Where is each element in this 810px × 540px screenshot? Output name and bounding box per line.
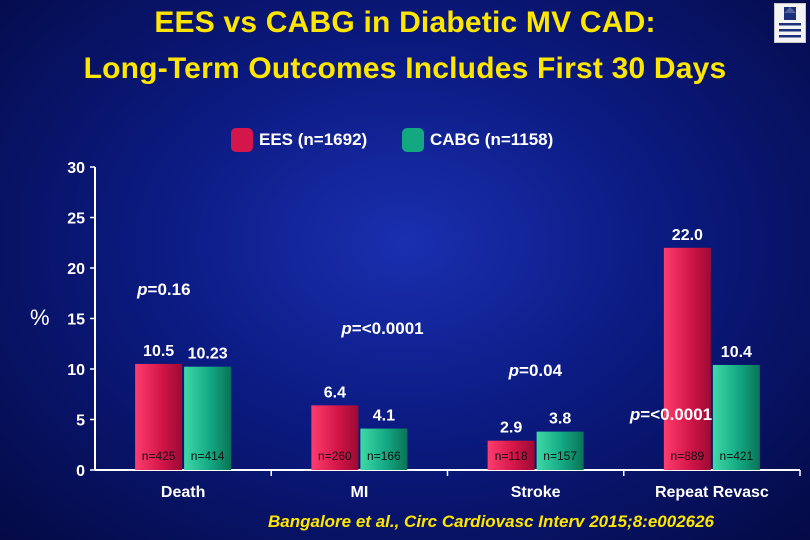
legend-label-ees: EES (n=1692)	[259, 130, 368, 149]
bar-cabg	[536, 431, 584, 470]
chart-title-line-1: EES vs CABG in Diabetic MV CAD:	[154, 6, 656, 39]
bar-ees	[135, 363, 183, 470]
bar-ees	[311, 405, 359, 470]
data-label-ees: 2.9	[500, 420, 522, 437]
x-tick-label: MI	[350, 484, 368, 501]
n-label-cabg: n=414	[191, 449, 225, 463]
citation: Bangalore et al., Circ Cardiovasc Interv…	[268, 512, 715, 531]
y-axis-label: %	[30, 305, 50, 330]
n-label-ees: n=425	[142, 449, 176, 463]
data-label-cabg: 10.4	[721, 344, 752, 361]
p-value-label: p=0.04	[508, 361, 563, 380]
y-tick-label: 15	[67, 312, 85, 329]
x-tick-label: Repeat Revasc	[655, 484, 769, 501]
x-tick-label: Stroke	[511, 484, 561, 501]
bar-ees	[663, 247, 711, 470]
p-value-label: p=<0.0001	[629, 405, 712, 424]
y-tick-label: 20	[67, 261, 85, 278]
n-label-cabg: n=421	[720, 449, 754, 463]
data-label-ees: 22.0	[672, 227, 703, 244]
legend-item-cabg: CABG (n=1158)	[402, 128, 553, 152]
data-label-ees: 10.5	[143, 343, 174, 360]
legend-item-ees: EES (n=1692)	[231, 128, 367, 152]
y-tick-label: 30	[67, 160, 85, 177]
bar-cabg	[712, 364, 760, 470]
y-tick-label: 25	[67, 211, 85, 228]
n-label-ees: n=118	[495, 449, 528, 463]
legend-swatch-ees	[231, 128, 253, 152]
legend-swatch-cabg	[402, 128, 424, 152]
y-tick-label: 5	[76, 413, 85, 430]
n-label-cabg: n=166	[367, 449, 401, 463]
n-label-ees: n=260	[318, 449, 352, 463]
y-tick-label: 0	[76, 463, 85, 480]
data-label-cabg: 3.8	[549, 411, 571, 428]
n-label-cabg: n=157	[543, 449, 577, 463]
data-label-ees: 6.4	[324, 384, 346, 401]
y-tick-label: 10	[67, 362, 85, 379]
bar-cabg	[184, 366, 232, 470]
bar-cabg	[360, 428, 408, 470]
x-tick-label: Death	[161, 484, 205, 501]
p-value-label: p=<0.0001	[340, 319, 423, 338]
data-label-cabg: 4.1	[373, 408, 395, 425]
legend-label-cabg: CABG (n=1158)	[430, 130, 554, 149]
p-value-label: p=0.16	[136, 280, 190, 299]
data-label-cabg: 10.23	[188, 346, 228, 363]
chart-title-line-2: Long-Term Outcomes Includes First 30 Day…	[83, 52, 727, 85]
mount-sinai-heart-logo	[774, 3, 806, 43]
bar-ees	[487, 440, 535, 470]
n-label-ees: n=889	[671, 449, 705, 463]
